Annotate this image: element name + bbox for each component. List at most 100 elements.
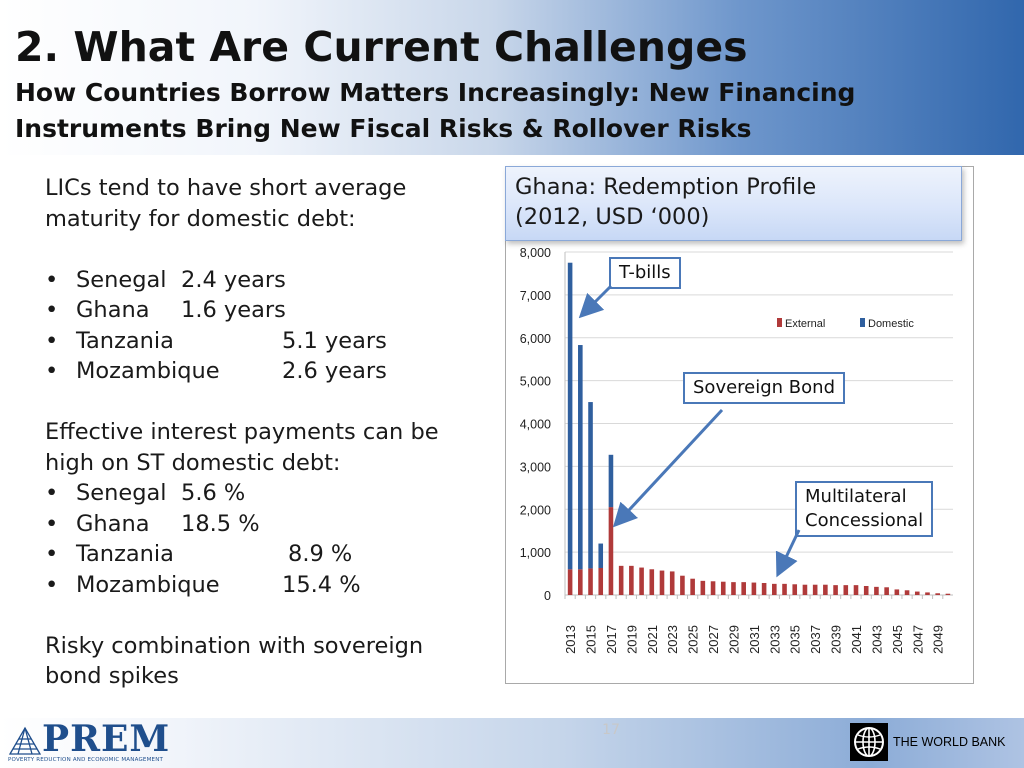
- left-text-block: LICs tend to have short average maturity…: [45, 173, 485, 692]
- bar-external-2014: [578, 569, 583, 595]
- bar-external-2049: [935, 593, 940, 595]
- bar-external-2024: [680, 575, 685, 595]
- x-tick-label: 2013: [563, 625, 578, 654]
- legend-label-external: External: [785, 318, 825, 330]
- bar-external-2039: [833, 585, 838, 595]
- bar-external-2017: [608, 507, 614, 595]
- bar-external-2029: [731, 582, 736, 595]
- slide-subtitle: How Countries Borrow Matters Increasingl…: [15, 78, 856, 143]
- chart-caption-line1: Ghana: Redemption Profile: [515, 174, 817, 200]
- bar-external-2048: [925, 592, 930, 595]
- bar-external-2022: [659, 570, 665, 595]
- maturity-item: • Ghana 1.6 years: [45, 297, 286, 323]
- bar-domestic-2013: [567, 262, 573, 570]
- bar-external-2040: [843, 585, 849, 595]
- bar-external-2026: [700, 580, 706, 595]
- bar-external-2043: [874, 586, 879, 595]
- y-tick-label: 5,000: [520, 375, 551, 389]
- bar-external-2030: [741, 582, 746, 595]
- x-tick-label: 2043: [869, 625, 884, 654]
- prem-logo: PREM POVERTY REDUCTION AND ECONOMIC MANA…: [8, 718, 171, 763]
- x-tick-label: 2023: [665, 625, 680, 654]
- interest-item: • Tanzania 8.9 %: [45, 541, 353, 567]
- x-tick-label: 2045: [890, 625, 905, 654]
- bar-external-2047: [914, 591, 920, 595]
- maturity-intro: LICs tend to have short average maturity…: [45, 175, 407, 232]
- bar-domestic-2015: [588, 402, 593, 569]
- tbills-arrow: [578, 284, 613, 319]
- page-number: 17: [602, 722, 620, 738]
- bar-domestic-2016: [598, 543, 604, 568]
- y-tick-label: 3,000: [520, 460, 551, 474]
- sovereign-bond-arrow: [612, 408, 724, 528]
- bar-external-2025: [690, 578, 695, 595]
- y-tick-label: 8,000: [520, 246, 551, 260]
- x-tick-label: 2039: [829, 625, 844, 654]
- multilateral-callout: Multilateral Concessional: [795, 481, 934, 537]
- bar-external-2041: [853, 585, 859, 595]
- legend-swatch-external: [777, 318, 782, 327]
- bar-external-2028: [720, 581, 726, 595]
- multilateral-arrow: [775, 529, 801, 578]
- y-tick-label: 0: [544, 589, 551, 603]
- x-tick-label: 2047: [910, 625, 925, 654]
- x-tick-label: 2029: [726, 625, 741, 654]
- x-tick-label: 2031: [747, 625, 762, 654]
- x-tick-label: 2019: [624, 625, 639, 654]
- interest-item: • Mozambique 15.4 %: [45, 571, 361, 598]
- bar-external-2023: [669, 571, 675, 595]
- y-tick-label: 4,000: [520, 418, 551, 432]
- bar-external-2032: [761, 582, 767, 595]
- bar-domestic-2017: [608, 454, 614, 508]
- bar-external-2031: [751, 582, 757, 595]
- bar-external-2035: [792, 584, 798, 595]
- maturity-item: • Tanzania 5.1 years: [45, 327, 387, 354]
- x-tick-label: 2021: [645, 625, 660, 654]
- x-tick-label: 2017: [604, 625, 619, 654]
- bar-external-2044: [884, 587, 889, 595]
- bar-external-2013: [567, 569, 573, 595]
- redemption-chart: 0 1,000 2,000 3,000 4,000 5,000 6,000 7,000 8,00…: [520, 246, 953, 654]
- bar-external-2050: [945, 593, 951, 595]
- bar-external-2037: [812, 584, 818, 595]
- x-tick-label: 2037: [808, 625, 823, 654]
- y-tick-label: 2,000: [520, 503, 551, 517]
- bar-external-2042: [863, 585, 869, 595]
- x-tick-label: 2049: [931, 625, 946, 654]
- bar-domestic-2014: [578, 345, 583, 570]
- worldbank-globe-icon: [850, 723, 888, 761]
- legend-swatch-domestic: [860, 318, 865, 327]
- bar-external-2015: [588, 568, 593, 595]
- y-tick-label: 7,000: [520, 289, 551, 303]
- x-tick-label: 2027: [706, 625, 721, 654]
- maturity-item: • Mozambique 2.6 years: [45, 358, 387, 384]
- bar-external-2016: [598, 567, 604, 595]
- bar-external-2019: [629, 565, 634, 595]
- interest-item: • Senegal 5.6 %: [45, 480, 246, 506]
- interest-item: • Ghana 18.5 %: [45, 510, 260, 537]
- maturity-item: • Senegal 2.4 years: [45, 266, 286, 293]
- chart-caption: Ghana: Redemption Profile (2012, USD ‘00…: [505, 166, 962, 241]
- worldbank-logo: THE WORLD BANK: [850, 723, 1006, 761]
- bar-external-2020: [639, 567, 644, 595]
- x-tick-label: 2015: [584, 625, 599, 654]
- interest-intro: Effective interest payments can be high …: [45, 419, 439, 476]
- bar-external-2027: [710, 581, 716, 595]
- slide-title: 2. What Are Current Challenges: [15, 23, 748, 71]
- x-tick-label: 2025: [686, 625, 701, 654]
- x-tick-label: 2035: [788, 625, 803, 654]
- sovereign-bond-callout: Sovereign Bond: [683, 372, 845, 404]
- conclusion-text: Risky combination with sovereign bond sp…: [45, 632, 424, 690]
- bar-external-2033: [772, 583, 777, 595]
- bar-external-2034: [782, 583, 787, 595]
- bar-external-2018: [618, 565, 624, 595]
- bar-external-2021: [649, 569, 655, 595]
- bar-external-2045: [894, 589, 900, 595]
- x-tick-label: 2033: [767, 625, 782, 654]
- x-tick-label: 2041: [849, 625, 864, 654]
- prem-globe-icon: [8, 726, 42, 755]
- bar-external-2046: [904, 590, 910, 595]
- bar-external-2036: [802, 584, 808, 595]
- tbills-callout: T-bills: [609, 257, 681, 289]
